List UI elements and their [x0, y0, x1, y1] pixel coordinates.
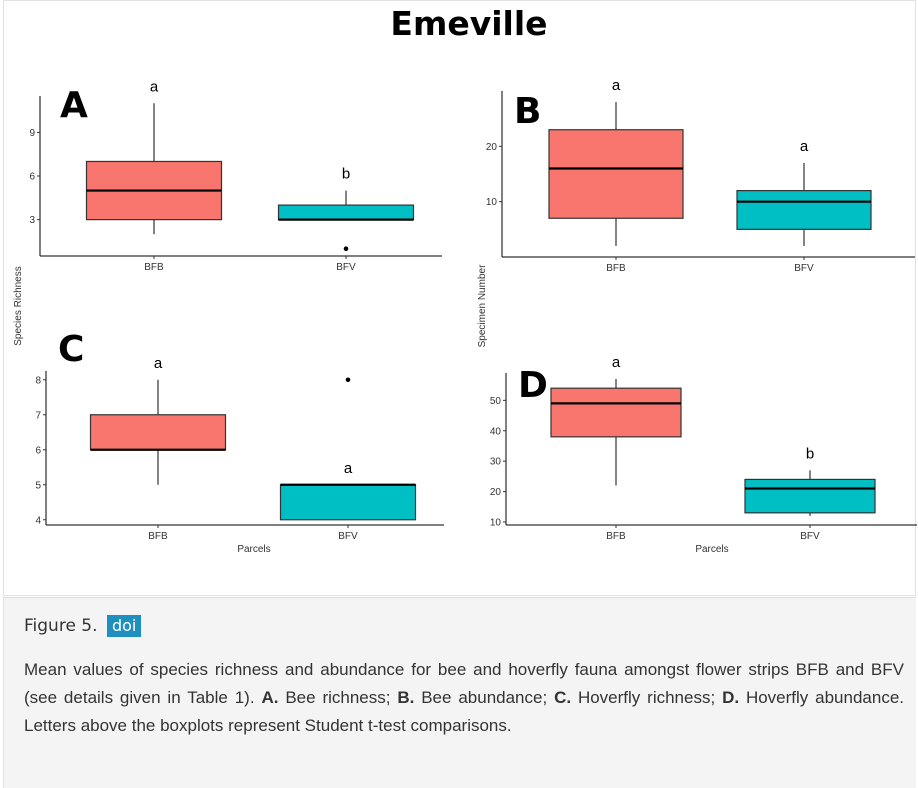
panel-c-y-tick-label: 8: [35, 375, 41, 386]
caption-header: Figure 5. doi: [24, 615, 142, 637]
figure-label: Figure 5.: [24, 616, 98, 636]
panel-b-bfv-significance-letter: a: [800, 138, 809, 155]
panel-a-bfv-outlier: [343, 246, 349, 252]
panel-a-y-tick-label: 3: [29, 215, 35, 226]
panel-d-bfb-significance-letter: a: [612, 354, 621, 371]
x-axis-label-c: Parcels: [237, 544, 270, 555]
panel-a-bfb-significance-letter: a: [150, 78, 159, 95]
panel-d-y-tick-label: 20: [490, 487, 502, 498]
caption-letter-b: B.: [397, 688, 415, 707]
y-axis-label-right: Specimen Number: [477, 264, 488, 347]
caption-part-a: Bee richness;: [285, 688, 391, 707]
panel-d-y-tick-label: 30: [490, 457, 502, 468]
panel-a-y-tick-label: 6: [29, 172, 35, 183]
panel-b: B 10 20 BFB a BFV a: [486, 77, 915, 274]
panel-d-bfv-x-tick-label: BFV: [800, 531, 820, 542]
panel-d: D 10 20 30 40 50 BFB a BFV b: [490, 354, 917, 542]
panel-b-bfb-significance-letter: a: [612, 77, 621, 94]
panel-c-bfb-box: [89, 414, 227, 451]
panel-a-y-tick-label: 9: [29, 128, 35, 139]
panel-c-bfb-significance-letter: a: [154, 355, 163, 372]
panel-c-bfv-x-tick-label: BFV: [338, 531, 358, 542]
x-axis-label-d: Parcels: [695, 544, 728, 555]
panel-d-bfb-box: [550, 387, 682, 438]
panel-d-y-tick-label: 10: [490, 517, 502, 528]
panel-b-bfv-box: [736, 190, 872, 230]
panel-c-bfb-x-tick-label: BFB: [148, 531, 168, 542]
caption-outro: Letters above the boxplots represent Stu…: [24, 716, 512, 735]
panel-c-bfv-outlier: [345, 377, 351, 383]
panel-c-bfv-significance-letter: a: [344, 460, 353, 477]
caption-letter-a: A.: [261, 688, 279, 707]
panel-b-bfv-x-tick-label: BFV: [794, 263, 814, 274]
panel-b-bfb-box: [548, 129, 684, 219]
panel-d-bfv-significance-letter: b: [806, 445, 814, 462]
panel-b-y-tick-label: 20: [486, 142, 498, 153]
caption-part-b: Bee abundance;: [421, 688, 548, 707]
panel-c: C 4 5 6 7 8 BFB a BFV a: [35, 329, 444, 542]
panel-a-bfv-box: [277, 204, 415, 221]
caption-part-c: Hoverfly richness;: [577, 688, 716, 707]
chart-panels: A369BFBaBFVbB1020BFBaBFVaC45678BFBaBFVaD…: [29, 77, 917, 542]
panel-c-letter: C: [58, 329, 84, 370]
panel-a-bfv-x-tick-label: BFV: [336, 262, 356, 273]
caption-part-d: Hoverfly abundance.: [745, 688, 905, 707]
panel-c-y-tick-label: 7: [35, 410, 41, 421]
panel-a: A 3 6 9 BFB a BFV b: [29, 78, 442, 273]
doi-link[interactable]: doi: [106, 615, 142, 637]
figure-title: Emeville: [390, 4, 547, 43]
y-axis-label-left: Species Richness: [13, 266, 24, 345]
panel-c-bfv-box: [279, 484, 417, 521]
boxplot-figure: Emeville Species Richness Specimen Numbe…: [13, 4, 917, 555]
panel-b-bfb-x-tick-label: BFB: [606, 263, 626, 274]
panel-d-bfb-x-tick-label: BFB: [606, 531, 626, 542]
panel-a-letter: A: [60, 85, 88, 126]
figure-panel: Emeville Species Richness Specimen Numbe…: [3, 0, 917, 596]
panel-c-y-tick-label: 5: [35, 480, 41, 491]
panel-a-bfb-x-tick-label: BFB: [144, 262, 164, 273]
caption-text: Mean values of species richness and abun…: [24, 656, 904, 740]
panel-b-letter: B: [514, 91, 541, 132]
panel-c-y-tick-label: 6: [35, 445, 41, 456]
panel-d-y-tick-label: 40: [490, 426, 502, 437]
caption-letter-d: D.: [722, 688, 740, 707]
panel-c-y-tick-label: 4: [35, 515, 41, 526]
panel-a-bfv-significance-letter: b: [342, 166, 350, 183]
panel-b-y-tick-label: 10: [486, 197, 498, 208]
panel-d-y-tick-label: 50: [490, 396, 502, 407]
figure-caption: Figure 5. doi Mean values of species ric…: [3, 597, 916, 788]
caption-letter-c: C.: [554, 688, 572, 707]
caption-intro: Mean values of species richness and abun…: [24, 660, 904, 707]
panel-d-bfv-box: [744, 478, 876, 514]
panel-d-letter: D: [518, 365, 548, 406]
